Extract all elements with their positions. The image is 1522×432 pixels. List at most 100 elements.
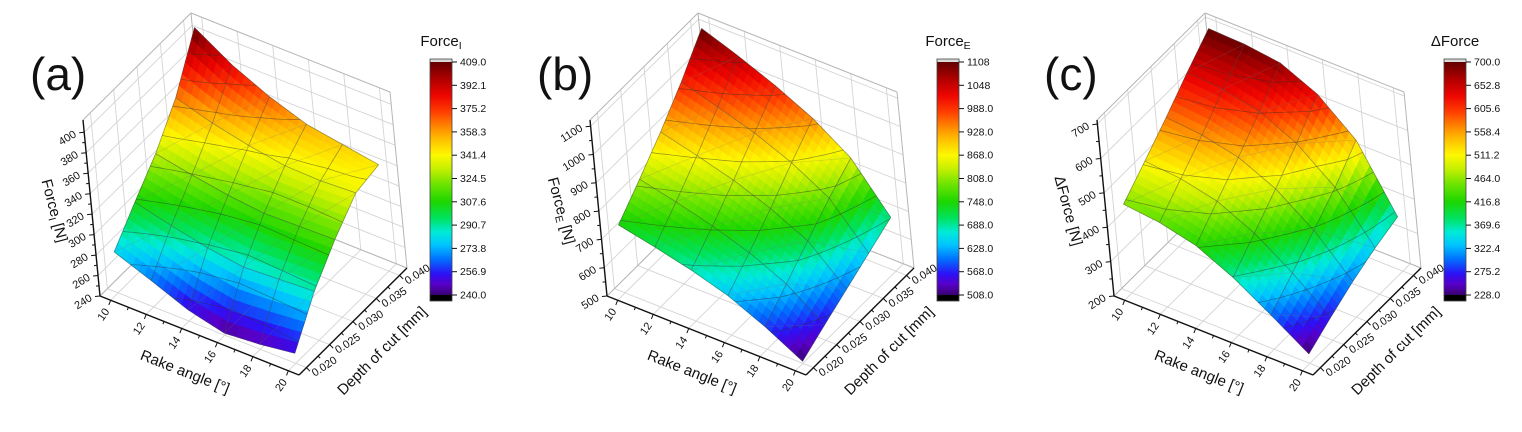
surface-mesh-lines [113, 27, 379, 354]
colorbar-tick-label: 256.9 [460, 266, 486, 278]
colorbar-tick-label: 1108 [967, 57, 990, 69]
panel-c-delta-force: 200 300 400 500 600 700 10 12 14 16 18 20 0.020 0.025… [1014, 0, 1522, 427]
tick-label: 0.035 [1394, 285, 1424, 310]
colorbar-tick-label: 228.0 [1474, 290, 1500, 302]
tick-label: 500 [580, 292, 602, 312]
tick-label: 0.035 [380, 285, 410, 310]
panel-label: (c) [1044, 48, 1098, 100]
tick-label: 0.025 [1347, 331, 1377, 356]
tick-label: 14 [673, 335, 690, 352]
colorbar: 1108 1048 988.0 928.0 868.0 808.0 748.0 688.0 62… [925, 33, 993, 302]
tick-label: 200 [1087, 292, 1109, 312]
colorbar-tick-label: 508.0 [967, 290, 993, 302]
axes [1092, 119, 1422, 376]
tick-label: 0.030 [1370, 308, 1400, 333]
colorbar-tick-label: 700.0 [1474, 57, 1500, 69]
colorbar-tick-label: 688.0 [967, 220, 993, 232]
tick-label: 700 [1070, 120, 1092, 140]
colorbar-title: ΔForce [1431, 33, 1479, 50]
tick-label: 340 [63, 190, 85, 210]
axes [79, 119, 408, 376]
colorbar-tick-label: 307.6 [460, 196, 486, 208]
surface-contour-lines [122, 53, 367, 343]
tick-label: 800 [571, 207, 593, 227]
colorbar-below-cap [430, 295, 452, 301]
tick-label: 400 [57, 128, 79, 148]
colorbar-tick-label: 409.0 [460, 57, 486, 69]
panel-label: (a) [30, 48, 86, 100]
colorbar-tick-label: 358.3 [460, 126, 486, 138]
surface-plot-svg: 2402602803003203403603804001012141618200… [30, 12, 486, 399]
axes [585, 119, 915, 376]
x-axis-title: Rake angle [°] [138, 347, 232, 398]
tick-label: 10 [1109, 306, 1126, 323]
tick-label: 12 [131, 320, 148, 337]
tick-label: 600 [1073, 155, 1095, 175]
tick-label: 600 [577, 264, 599, 284]
tick-label: 18 [745, 363, 762, 380]
colorbar-tick-label: 628.0 [967, 243, 993, 255]
colorbar-above-cap [937, 59, 959, 62]
tick-label: 1000 [561, 151, 588, 174]
tick-label: 20 [1287, 377, 1304, 394]
tick-label: 14 [1180, 335, 1197, 352]
tick-label: 0.020 [1324, 354, 1354, 379]
colorbar-tick-label: 464.0 [1474, 173, 1500, 185]
tick-label: 240 [73, 292, 95, 312]
tick-label: 10 [95, 306, 112, 323]
tick-label: 1100 [559, 122, 585, 145]
colorbar-tick-label: 868.0 [967, 150, 993, 162]
tick-label: 20 [780, 377, 797, 394]
tick-label: 0.040 [1417, 262, 1447, 287]
tick-label: 16 [202, 349, 219, 366]
surface-contour-lines [1125, 62, 1396, 329]
colorbar-tick-label: 928.0 [967, 126, 993, 138]
tick-label: 16 [709, 349, 726, 366]
tick-label: 280 [69, 251, 91, 271]
colorbar-tick-label: 240.0 [460, 290, 486, 302]
tick-label: 0.030 [356, 308, 386, 333]
tick-label: 360 [61, 169, 83, 189]
tick-label: 10 [602, 306, 619, 323]
tick-label: 0.030 [863, 308, 893, 333]
colorbar-tick-label: 273.8 [460, 243, 486, 255]
colorbar-tick-label: 988.0 [967, 103, 993, 115]
colorbar-tick-label: 808.0 [967, 173, 993, 185]
colorbar-tick-label: 324.5 [460, 173, 486, 185]
x-axis-title: Rake angle [°] [645, 347, 739, 398]
colorbar-tick-label: 748.0 [967, 196, 993, 208]
colorbar-tick-label: 416.8 [1474, 196, 1500, 208]
tick-label: 12 [638, 320, 655, 337]
tick-label: 0.040 [910, 262, 940, 287]
tick-label: 300 [1083, 258, 1105, 278]
colorbar-tick-label: 652.8 [1474, 80, 1500, 92]
colorbar: 700.0 652.8 605.6 558.4 511.2 464.0 416.8 369.6… [1431, 33, 1501, 302]
colorbar: 409.0 392.1 375.2 358.3 341.4 324.5 307.6 290.7… [420, 33, 486, 302]
colorbar-tick-label: 375.2 [460, 103, 486, 115]
tick-label: 0.025 [333, 331, 363, 356]
colorbar-tick-label: 392.1 [460, 80, 486, 92]
z-axis-title: ΔForce [N] [1051, 174, 1086, 248]
tick-label: 20 [273, 377, 290, 394]
tick-label: 900 [569, 179, 591, 199]
colorbar-tick-label: 511.2 [1474, 150, 1500, 162]
colorbar-tick-label: 568.0 [967, 266, 993, 278]
surface-plot-svg: 2003004005006007001012141618200.0200.025… [1044, 12, 1501, 399]
tick-label: 12 [1145, 320, 1162, 337]
x-axis-title: Rake angle [°] [1152, 347, 1246, 398]
surface-plot-svg: 500600700800900100011001012141618200.020… [537, 12, 993, 399]
tick-label: 0.025 [840, 331, 870, 356]
colorbar-tick-label: 369.6 [1474, 220, 1500, 232]
colorbar-gradient [430, 62, 452, 295]
surface-mesh-plot [618, 28, 892, 362]
colorbar-tick-label: 341.4 [460, 150, 486, 162]
surface-mesh-lines [618, 28, 892, 362]
colorbar-tick-label: 605.6 [1474, 103, 1500, 115]
colorbar-above-cap [430, 59, 452, 62]
colorbar-tick-label: 275.2 [1474, 266, 1500, 278]
tick-label: 18 [238, 363, 255, 380]
tick-label: 0.040 [403, 262, 433, 287]
tick-label: 500 [1077, 189, 1099, 209]
tick-label: 0.020 [310, 354, 340, 379]
